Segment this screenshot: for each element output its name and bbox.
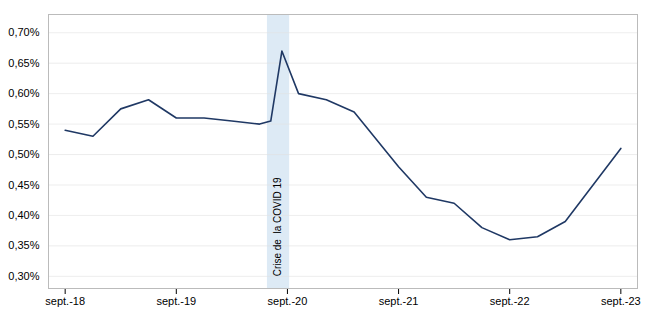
svg-text:0,35%: 0,35% <box>8 239 39 251</box>
svg-text:0,30%: 0,30% <box>8 270 39 282</box>
svg-text:0,60%: 0,60% <box>8 87 39 99</box>
svg-text:0,40%: 0,40% <box>8 209 39 221</box>
svg-text:sept.-20: sept.-20 <box>268 295 308 307</box>
svg-text:sept.-21: sept.-21 <box>379 295 419 307</box>
svg-text:Crise de la COVID 19: Crise de la COVID 19 <box>272 177 283 276</box>
svg-text:sept.-23: sept.-23 <box>601 295 641 307</box>
svg-text:0,65%: 0,65% <box>8 57 39 69</box>
svg-text:sept.-22: sept.-22 <box>490 295 530 307</box>
svg-text:0,70%: 0,70% <box>8 26 39 38</box>
svg-text:sept.-19: sept.-19 <box>156 295 196 307</box>
svg-text:0,45%: 0,45% <box>8 179 39 191</box>
svg-text:0,50%: 0,50% <box>8 148 39 160</box>
svg-text:0,55%: 0,55% <box>8 118 39 130</box>
svg-text:sept.-18: sept.-18 <box>45 295 85 307</box>
